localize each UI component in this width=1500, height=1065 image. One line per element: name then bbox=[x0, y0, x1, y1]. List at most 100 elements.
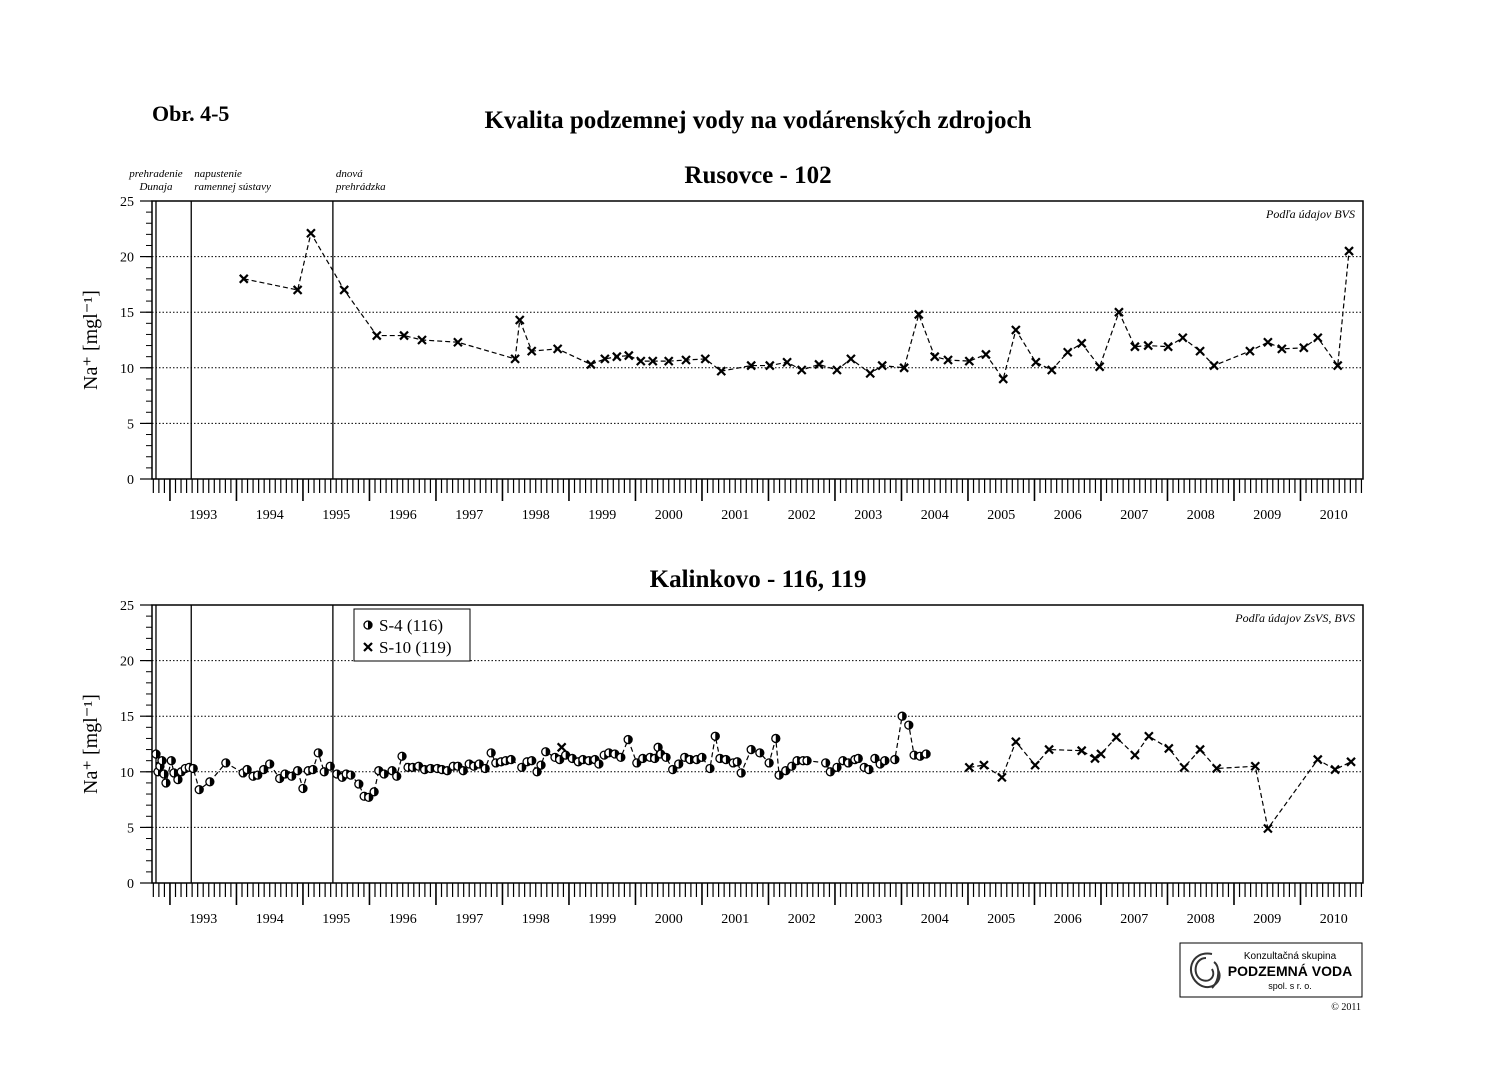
marker-stroke bbox=[1031, 357, 1041, 368]
marker-stroke bbox=[586, 359, 596, 370]
data-point bbox=[1211, 763, 1222, 774]
marker-half bbox=[868, 765, 873, 774]
marker-stroke bbox=[647, 356, 658, 366]
event-label: ramennej sústavy bbox=[194, 181, 271, 193]
data-point bbox=[354, 779, 364, 789]
data-point bbox=[486, 748, 496, 758]
y-tick-label: 20 bbox=[120, 251, 134, 266]
marker-half bbox=[368, 621, 372, 629]
data-point bbox=[1114, 307, 1124, 317]
data-point bbox=[1179, 762, 1189, 773]
data-point bbox=[1178, 332, 1188, 343]
data-point bbox=[536, 760, 546, 770]
data-point bbox=[647, 356, 658, 366]
marker-half bbox=[531, 756, 536, 765]
data-point bbox=[1245, 346, 1255, 356]
data-point bbox=[594, 759, 604, 769]
marker-half bbox=[858, 754, 863, 763]
data-point bbox=[814, 359, 824, 370]
marker-half bbox=[177, 775, 182, 784]
data-point bbox=[1299, 343, 1309, 353]
data-point bbox=[173, 774, 183, 785]
data-point bbox=[1130, 341, 1140, 352]
y-tick-label: 25 bbox=[120, 195, 134, 210]
data-point bbox=[194, 784, 204, 795]
marker-stroke bbox=[612, 351, 622, 362]
marker-stroke bbox=[746, 360, 756, 371]
marker-stroke bbox=[964, 356, 975, 366]
marker-half bbox=[884, 756, 889, 765]
data-point bbox=[612, 351, 622, 362]
data-point bbox=[697, 752, 707, 762]
data-point bbox=[716, 366, 727, 376]
data-point bbox=[623, 734, 633, 745]
event-label: dnová bbox=[336, 168, 363, 180]
marker-stroke bbox=[1114, 307, 1124, 317]
figure-label: Obr. 4-5 bbox=[152, 101, 229, 126]
data-point bbox=[369, 787, 379, 797]
marker-stroke bbox=[371, 330, 382, 341]
marker-stroke bbox=[997, 772, 1007, 783]
data-point bbox=[913, 309, 924, 320]
marker-stroke bbox=[1344, 246, 1354, 256]
data-point bbox=[1096, 749, 1106, 759]
marker-stroke bbox=[814, 359, 824, 370]
data-point bbox=[624, 350, 634, 361]
marker-stroke bbox=[510, 354, 520, 364]
chart: Rusovce - 102 Na⁺ [mgl⁻¹] 0 5 10 15 20 25 1993 19… bbox=[80, 162, 1364, 523]
data-point bbox=[636, 356, 646, 366]
marker-stroke bbox=[1076, 745, 1087, 756]
data-point bbox=[877, 360, 887, 371]
marker-stroke bbox=[796, 365, 807, 375]
marker-half bbox=[171, 756, 176, 765]
chart-title: Kalinkovo - 116, 119 bbox=[650, 566, 867, 593]
data-point bbox=[453, 337, 463, 348]
data-point bbox=[825, 767, 835, 777]
data-point bbox=[846, 354, 856, 364]
marker-half bbox=[402, 752, 407, 761]
x-tick-label: 2003 bbox=[854, 912, 882, 927]
marker-stroke bbox=[363, 642, 373, 652]
data-point bbox=[238, 274, 249, 284]
data-point bbox=[517, 762, 527, 773]
data-point bbox=[746, 744, 756, 755]
marker-stroke bbox=[1130, 341, 1140, 352]
x-tick-label: 1996 bbox=[389, 508, 417, 523]
marker-stroke bbox=[1313, 754, 1323, 765]
data-point bbox=[458, 766, 468, 776]
data-point bbox=[1250, 761, 1261, 772]
marker-stroke bbox=[1096, 749, 1106, 759]
marker-half bbox=[628, 735, 633, 744]
marker-half bbox=[350, 771, 355, 780]
data-point bbox=[1143, 340, 1153, 351]
logo-curve bbox=[1211, 961, 1220, 989]
marker-half bbox=[769, 758, 774, 767]
data-point bbox=[480, 763, 490, 774]
marker-stroke bbox=[624, 350, 634, 361]
x-tick-label: 2001 bbox=[721, 508, 749, 523]
marker-half bbox=[155, 750, 160, 759]
marker-stroke bbox=[929, 351, 940, 362]
marker-stroke bbox=[846, 354, 856, 364]
marker-stroke bbox=[1313, 332, 1323, 343]
marker-stroke bbox=[1263, 823, 1273, 834]
data-point bbox=[929, 351, 940, 362]
marker-stroke bbox=[1163, 341, 1173, 352]
marker-half bbox=[537, 767, 542, 776]
marker-half bbox=[620, 753, 625, 762]
data-point bbox=[1144, 731, 1154, 741]
marker-stroke bbox=[1094, 361, 1105, 372]
data-point bbox=[265, 759, 275, 769]
marker-stroke bbox=[1195, 744, 1205, 755]
marker-half bbox=[902, 712, 907, 721]
data-point bbox=[532, 767, 542, 777]
logo-text: PODZEMNÁ VODA bbox=[1228, 963, 1352, 979]
marker-half bbox=[161, 756, 166, 765]
data-point bbox=[552, 344, 563, 354]
data-point bbox=[802, 756, 812, 766]
plot-frame bbox=[151, 604, 1364, 884]
event-label: napustenie bbox=[194, 168, 242, 180]
x-tick-label: 2006 bbox=[1054, 912, 1082, 927]
data-point bbox=[796, 365, 807, 375]
